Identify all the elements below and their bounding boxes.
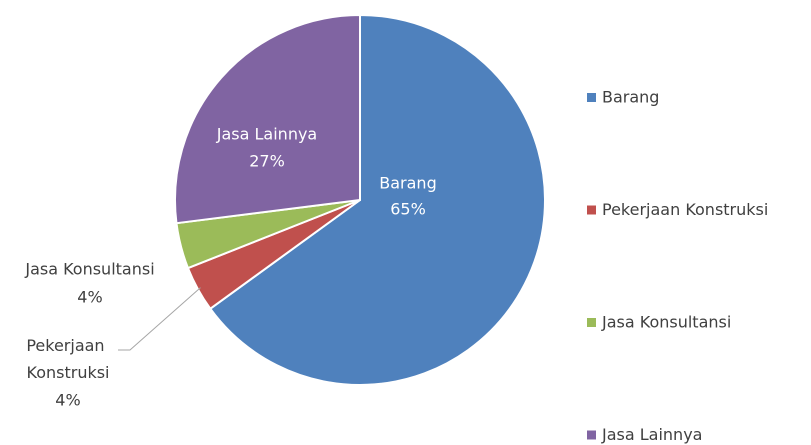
legend-label: Pekerjaan Konstruksi xyxy=(602,200,768,219)
legend-swatch xyxy=(587,93,596,102)
legend-label: Jasa Lainnya xyxy=(601,425,702,444)
data-label-value: 4% xyxy=(55,391,80,410)
data-label-value: 4% xyxy=(77,288,102,307)
data-label-line: Pekerjaan xyxy=(26,336,109,355)
data-label-value: 65% xyxy=(390,200,426,219)
data-label-name: Jasa Lainnya xyxy=(216,125,317,144)
data-label-name: Pekerjaan Konstruksi xyxy=(26,336,109,382)
leader-line xyxy=(118,287,201,351)
legend-label: Jasa Konsultansi xyxy=(601,313,731,332)
data-label-name: Barang xyxy=(379,174,436,193)
data-label-name: Jasa Konsultansi xyxy=(24,260,154,279)
legend-swatch xyxy=(587,318,596,327)
data-label-value: 27% xyxy=(249,152,285,171)
legend-label: Barang xyxy=(602,88,659,107)
pie-slice xyxy=(174,13,361,225)
pie-slice xyxy=(208,13,546,386)
legend-swatch xyxy=(587,430,596,440)
data-label-line: Konstruksi xyxy=(27,363,110,382)
legend-swatch xyxy=(587,205,596,215)
